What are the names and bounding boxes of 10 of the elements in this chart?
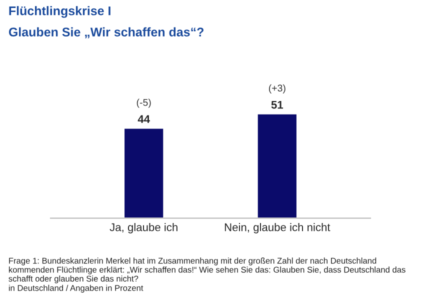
annotation: (-5) [136, 98, 151, 108]
x-tick-label: Nein, glaube ich nicht [224, 223, 330, 234]
data-label: 51 [271, 100, 284, 109]
text: Frage 1: Bundeskanzlerin Merkel hat im Zusammenhang mit der großen Zahl der nach Deutschland kommenden Flüchtlinge erklärt: „Wir schaffen das!“ Wie sehen Sie das: Glauben Sie, dass Deutschland das schafft oder glauben Sie das nicht? [8, 258, 406, 284]
x-tick-label: Ja, glaube ich [110, 223, 178, 234]
text: in Deutschland / Angaben in Prozent [8, 284, 144, 293]
data-label: 44 [138, 115, 150, 123]
chart-title: Flüchtlingskrise I [9, 6, 110, 18]
annotation: (+3) [268, 84, 286, 94]
chart-subtitle: Glauben Sie „Wir schaffen das“? [8, 27, 204, 38]
